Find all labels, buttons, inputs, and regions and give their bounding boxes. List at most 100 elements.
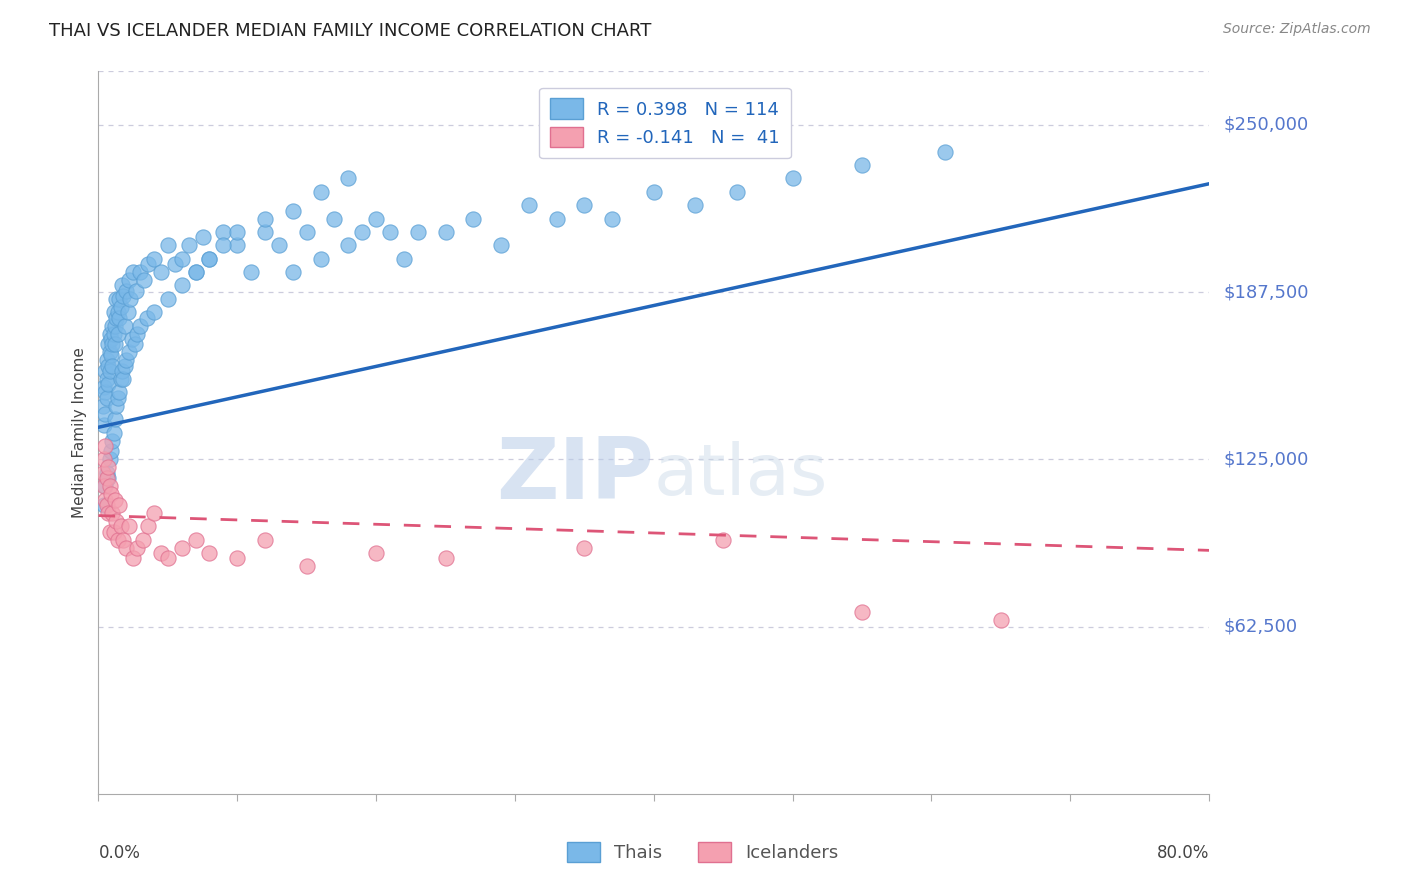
Point bbox=[546, 211, 568, 226]
Point bbox=[489, 238, 512, 252]
Point bbox=[101, 506, 124, 520]
Point bbox=[97, 337, 120, 351]
Point bbox=[110, 519, 132, 533]
Point bbox=[143, 506, 166, 520]
Point bbox=[91, 399, 114, 413]
Point bbox=[226, 225, 249, 239]
Point bbox=[253, 533, 276, 547]
Point bbox=[782, 171, 804, 186]
Point bbox=[337, 171, 360, 186]
Point bbox=[97, 377, 120, 392]
Point bbox=[93, 479, 115, 493]
Point bbox=[156, 238, 179, 252]
Point bbox=[97, 471, 120, 485]
Point bbox=[115, 284, 138, 298]
Point bbox=[122, 551, 145, 566]
Point bbox=[851, 605, 873, 619]
Point bbox=[149, 265, 172, 279]
Point bbox=[112, 289, 135, 303]
Point bbox=[366, 211, 388, 226]
Text: $125,000: $125,000 bbox=[1223, 450, 1309, 468]
Point bbox=[103, 425, 125, 440]
Point bbox=[97, 506, 120, 520]
Point bbox=[138, 519, 160, 533]
Point bbox=[253, 211, 276, 226]
Point bbox=[132, 533, 155, 547]
Point bbox=[108, 310, 131, 325]
Point bbox=[138, 257, 160, 271]
Point bbox=[94, 364, 117, 378]
Point bbox=[685, 198, 707, 212]
Point bbox=[120, 292, 142, 306]
Point bbox=[392, 252, 415, 266]
Point bbox=[112, 533, 135, 547]
Point bbox=[93, 417, 115, 432]
Point bbox=[184, 265, 207, 279]
Point bbox=[198, 252, 221, 266]
Point bbox=[127, 541, 149, 555]
Point bbox=[93, 380, 115, 394]
Point bbox=[309, 185, 332, 199]
Point bbox=[156, 292, 179, 306]
Point bbox=[184, 265, 207, 279]
Point bbox=[101, 434, 124, 448]
Point bbox=[105, 310, 128, 325]
Point bbox=[107, 391, 129, 405]
Point bbox=[93, 498, 115, 512]
Point bbox=[100, 348, 122, 362]
Point bbox=[725, 185, 748, 199]
Point bbox=[129, 318, 152, 333]
Point bbox=[103, 326, 125, 341]
Point bbox=[309, 252, 332, 266]
Point bbox=[105, 292, 128, 306]
Point bbox=[118, 273, 141, 287]
Text: atlas: atlas bbox=[654, 442, 828, 510]
Point bbox=[191, 230, 214, 244]
Point bbox=[98, 345, 121, 359]
Point bbox=[96, 498, 118, 512]
Point bbox=[990, 613, 1012, 627]
Point bbox=[93, 452, 115, 467]
Point bbox=[170, 541, 193, 555]
Point bbox=[91, 466, 114, 480]
Point bbox=[226, 238, 249, 252]
Point bbox=[125, 284, 148, 298]
Point bbox=[711, 533, 734, 547]
Point bbox=[115, 353, 138, 368]
Point bbox=[100, 444, 122, 458]
Point bbox=[101, 359, 124, 373]
Point bbox=[240, 265, 263, 279]
Point bbox=[121, 332, 143, 346]
Point bbox=[107, 326, 129, 341]
Point bbox=[114, 359, 136, 373]
Point bbox=[108, 385, 131, 400]
Point bbox=[143, 252, 166, 266]
Point bbox=[96, 466, 118, 480]
Text: ZIP: ZIP bbox=[496, 434, 654, 517]
Point bbox=[366, 546, 388, 560]
Point bbox=[226, 551, 249, 566]
Point bbox=[253, 225, 276, 239]
Point bbox=[184, 533, 207, 547]
Point bbox=[96, 471, 118, 485]
Point bbox=[212, 225, 235, 239]
Point bbox=[107, 305, 129, 319]
Text: THAI VS ICELANDER MEDIAN FAMILY INCOME CORRELATION CHART: THAI VS ICELANDER MEDIAN FAMILY INCOME C… bbox=[49, 22, 651, 40]
Point bbox=[100, 487, 122, 501]
Point bbox=[108, 498, 131, 512]
Point bbox=[94, 385, 117, 400]
Point bbox=[122, 265, 145, 279]
Point bbox=[111, 278, 134, 293]
Point bbox=[104, 337, 127, 351]
Point bbox=[96, 372, 118, 386]
Point bbox=[112, 372, 135, 386]
Point bbox=[97, 460, 120, 475]
Point bbox=[98, 479, 121, 493]
Point bbox=[98, 452, 121, 467]
Point bbox=[267, 238, 290, 252]
Point bbox=[104, 318, 127, 333]
Point bbox=[934, 145, 956, 159]
Point bbox=[378, 225, 401, 239]
Point bbox=[97, 359, 120, 373]
Point bbox=[574, 541, 596, 555]
